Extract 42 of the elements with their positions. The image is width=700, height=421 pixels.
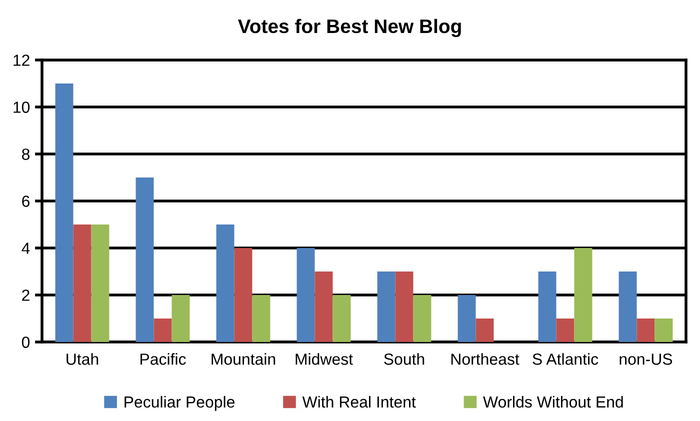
bar <box>332 295 351 342</box>
bar <box>172 295 190 342</box>
bar <box>574 248 592 342</box>
bar <box>216 224 234 342</box>
legend-label: Peculiar People <box>124 396 234 411</box>
y-tick-label: 6 <box>22 196 30 207</box>
x-tick-label: Midwest <box>296 353 353 365</box>
x-tick-label: Northeast <box>451 353 520 365</box>
bar <box>413 295 432 342</box>
x-tick-label: S Atlantic <box>532 353 598 365</box>
x-tick-label: Mountain <box>212 353 276 365</box>
bar <box>636 318 655 342</box>
x-tick-label: Pacific <box>140 353 186 365</box>
bar <box>458 295 476 342</box>
bar <box>395 272 414 342</box>
y-tick-label: 4 <box>22 242 30 254</box>
bar <box>154 318 172 342</box>
x-tick-label: non-US <box>620 354 672 365</box>
legend-label: With Real Intent <box>302 396 416 408</box>
bar <box>377 272 396 342</box>
bar <box>314 272 333 342</box>
chart-title: Votes for Best New Blog <box>238 18 461 38</box>
y-tick-label: 0 <box>22 336 30 348</box>
bar <box>234 248 252 342</box>
bar <box>476 318 494 342</box>
x-tick-label: South <box>384 353 424 365</box>
y-tick-label: 12 <box>14 54 30 66</box>
bar <box>73 224 92 342</box>
bar <box>252 295 270 342</box>
bar <box>55 84 74 342</box>
bar <box>136 178 154 342</box>
bar <box>654 318 673 342</box>
bar <box>296 248 315 342</box>
y-tick-label: 10 <box>14 102 30 113</box>
bar <box>618 272 637 342</box>
bar <box>556 318 574 342</box>
bar <box>538 272 556 342</box>
y-tick-label: 2 <box>22 290 30 301</box>
x-tick-label: Utah <box>66 353 98 365</box>
bar <box>91 224 110 342</box>
y-tick-label: 8 <box>22 148 30 160</box>
legend-label: Worlds Without End <box>483 396 623 408</box>
